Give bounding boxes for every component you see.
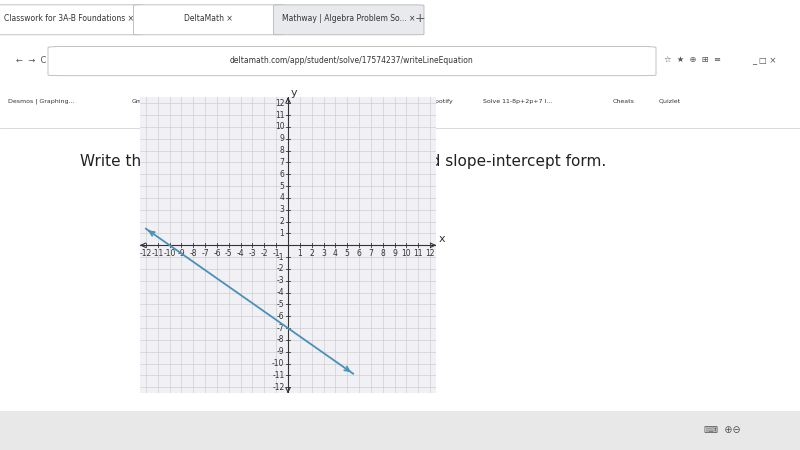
Text: 12: 12 (426, 249, 435, 258)
Text: +: + (414, 12, 426, 25)
Text: 11: 11 (275, 111, 285, 120)
Text: -8: -8 (277, 335, 285, 344)
FancyBboxPatch shape (0, 5, 144, 35)
Text: 5: 5 (279, 181, 285, 190)
Text: -6: -6 (277, 312, 285, 321)
Text: ←  →  C: ← → C (16, 56, 46, 65)
Text: 9: 9 (279, 134, 285, 143)
Text: Classwork for 3A-B Foundations ×: Classwork for 3A-B Foundations × (4, 14, 134, 23)
Bar (0, 410, 800, 450)
FancyBboxPatch shape (134, 5, 284, 35)
Text: -2: -2 (261, 249, 268, 258)
Text: 5: 5 (345, 249, 350, 258)
Text: 7: 7 (279, 158, 285, 167)
Text: 3: 3 (321, 249, 326, 258)
Text: 9: 9 (392, 249, 397, 258)
Text: -1: -1 (273, 249, 280, 258)
Text: -4: -4 (237, 249, 245, 258)
Text: Cheats: Cheats (613, 99, 634, 104)
Text: 4: 4 (333, 249, 338, 258)
Text: _ □ ×: _ □ × (752, 56, 776, 65)
Text: Spotify: Spotify (432, 99, 454, 104)
Text: -5: -5 (277, 300, 285, 309)
Text: -1: -1 (277, 252, 285, 261)
Text: Quizlet: Quizlet (658, 99, 681, 104)
Text: 4: 4 (279, 194, 285, 202)
Text: 12: 12 (275, 99, 285, 108)
Text: x: x (438, 234, 445, 244)
Text: -3: -3 (249, 249, 256, 258)
Text: Gmail: Gmail (132, 99, 150, 104)
Text: Mathway | Algebra Problem So... ×: Mathway | Algebra Problem So... × (282, 14, 415, 23)
Text: DeltaMath ×: DeltaMath × (185, 14, 233, 23)
Text: 10: 10 (402, 249, 411, 258)
Text: -5: -5 (225, 249, 233, 258)
Text: -12: -12 (140, 249, 152, 258)
Text: -12: -12 (272, 383, 285, 392)
Text: -2: -2 (277, 265, 285, 274)
Text: y: y (291, 88, 298, 98)
Text: 7: 7 (369, 249, 374, 258)
Text: 10: 10 (275, 122, 285, 131)
Text: -11: -11 (152, 249, 164, 258)
Text: 2: 2 (280, 217, 285, 226)
Text: -11: -11 (272, 371, 285, 380)
Text: -9: -9 (277, 347, 285, 356)
Text: -10: -10 (163, 249, 176, 258)
Text: Desmos | Graphing...: Desmos | Graphing... (8, 99, 74, 104)
Text: Maps: Maps (172, 99, 189, 104)
Text: -8: -8 (190, 249, 197, 258)
Text: 3: 3 (279, 205, 285, 214)
Text: -3: -3 (277, 276, 285, 285)
Text: Student and Parent...: Student and Parent... (206, 99, 273, 104)
Text: ☆  ★  ⊕  ⊞  ≡: ☆ ★ ⊕ ⊞ ≡ (664, 56, 721, 65)
Text: Write the equation of the line in fully simplified slope-intercept form.: Write the equation of the line in fully … (80, 154, 606, 169)
FancyBboxPatch shape (274, 5, 424, 35)
Text: 2: 2 (310, 249, 314, 258)
Text: 1: 1 (298, 249, 302, 258)
Text: 6: 6 (279, 170, 285, 179)
Text: -4: -4 (277, 288, 285, 297)
Text: deltamath.com/app/student/solve/17574237/writeLineEquation: deltamath.com/app/student/solve/17574237… (230, 56, 474, 65)
Text: 6: 6 (357, 249, 362, 258)
Text: 8: 8 (280, 146, 285, 155)
Text: -9: -9 (178, 249, 186, 258)
Text: 8: 8 (380, 249, 385, 258)
Text: ⌨  ⊕⊖: ⌨ ⊕⊖ (704, 425, 741, 435)
Text: -6: -6 (213, 249, 221, 258)
Text: Text Summarizer: Text Summarizer (336, 99, 389, 104)
Text: -7: -7 (277, 324, 285, 333)
Text: -7: -7 (202, 249, 209, 258)
FancyBboxPatch shape (48, 47, 656, 76)
Text: 11: 11 (414, 249, 423, 258)
Text: -10: -10 (272, 359, 285, 368)
Text: Solve 11-8p+2p+7 l...: Solve 11-8p+2p+7 l... (483, 99, 553, 104)
Text: 1: 1 (280, 229, 285, 238)
